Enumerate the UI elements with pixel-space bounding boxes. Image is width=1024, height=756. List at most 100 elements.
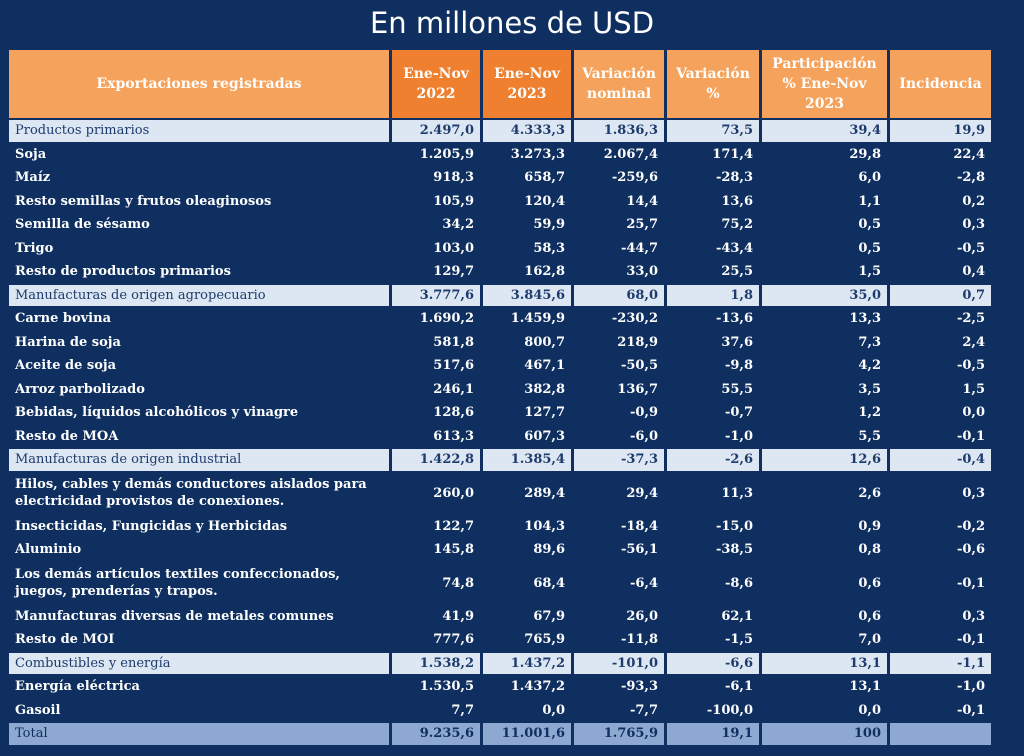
row-value: -6,0 — [629, 428, 658, 444]
row-value: 35,0 — [762, 284, 887, 306]
row-value: -6,4 — [629, 575, 658, 591]
row-value: -0,5 — [956, 358, 985, 374]
row-value: 1,2 — [858, 405, 881, 421]
row-value: -38,5 — [715, 542, 753, 558]
row-value: 14,4 — [626, 193, 658, 209]
row-value: 1,1 — [858, 193, 881, 209]
row-value: 7,0 — [858, 632, 881, 648]
row-value: -230,2 — [611, 311, 658, 327]
row-value: -100,0 — [706, 702, 753, 718]
row-value: 2,6 — [858, 485, 881, 501]
row-value: 127,7 — [524, 405, 565, 421]
row-value: -1,1 — [890, 652, 991, 674]
category-row: Manufacturas de origen industrial 1.422,8… — [9, 449, 991, 471]
row-value: 1,8 — [667, 284, 759, 306]
header-participacion: Participación % Ene-Nov 2023 — [762, 50, 887, 118]
row-value: 73,5 — [667, 120, 759, 142]
row-value: 100 — [762, 723, 887, 745]
row-value: 1.836,3 — [574, 120, 664, 142]
row-value: -37,3 — [574, 449, 664, 471]
row-value: -0,9 — [629, 405, 658, 421]
row-value: 4,2 — [858, 358, 881, 374]
row-value: -50,5 — [620, 358, 658, 374]
row-value: 260,0 — [433, 485, 474, 501]
table-row: Hilos, cables y demás conductores aislad… — [9, 473, 991, 514]
row-value: 145,8 — [433, 542, 474, 558]
category-row: Manufacturas de origen agropecuario 3.777… — [9, 284, 991, 306]
row-label: Harina de soja — [15, 334, 121, 350]
row-value: 11,3 — [721, 485, 753, 501]
row-value: 0,8 — [858, 542, 881, 558]
row-value: -0,1 — [956, 702, 985, 718]
row-value: 19,9 — [890, 120, 991, 142]
header-2022: Ene-Nov 2022 — [392, 50, 480, 118]
table-row: Los demás artículos textiles confecciona… — [9, 563, 991, 604]
row-value: 7,3 — [858, 334, 881, 350]
row-label: Aluminio — [15, 542, 82, 558]
row-label: Manufacturas diversas de metales comunes — [15, 608, 334, 624]
row-value: -28,3 — [715, 170, 753, 186]
row-value: 19,1 — [667, 723, 759, 745]
header-incidencia: Incidencia — [890, 50, 991, 118]
table-row: Aceite de soja 517,6 467,1 -50,5 -9,8 4,2 -0,5 — [9, 355, 991, 377]
row-value: 41,9 — [442, 608, 474, 624]
row-value: 3.273,3 — [510, 146, 565, 162]
table-row: Arroz parbolizado 246,1 382,8 136,7 55,5 3,5 1… — [9, 379, 991, 401]
row-label: Aceite de soja — [15, 358, 117, 374]
row-value: 1.437,2 — [510, 679, 565, 695]
table-row: Soja 1.205,9 3.273,3 2.067,4 171,4 29,8 22,4 — [9, 144, 991, 166]
row-value — [890, 723, 991, 745]
header-2023: Ene-Nov 2023 — [483, 50, 571, 118]
row-value: -2,8 — [956, 170, 985, 186]
row-label: Hilos, cables y demás conductores aislad… — [15, 477, 367, 509]
row-value: 59,9 — [533, 217, 565, 233]
row-value: -44,7 — [620, 240, 658, 256]
row-value: 13,1 — [849, 679, 881, 695]
row-value: 58,3 — [533, 240, 565, 256]
row-value: 382,8 — [524, 381, 565, 397]
row-value: -101,0 — [574, 652, 664, 674]
row-value: 1.459,9 — [510, 311, 565, 327]
header-row: Exportaciones registradas Ene-Nov 2022 E… — [9, 50, 991, 118]
row-value: 777,6 — [433, 632, 474, 648]
row-value: -6,1 — [724, 679, 753, 695]
row-label: Resto semillas y frutos oleaginosos — [15, 193, 272, 209]
table-row: Carne bovina 1.690,2 1.459,9 -230,2 -13,6 13,… — [9, 308, 991, 330]
row-value: 29,4 — [626, 485, 658, 501]
row-label: Resto de MOI — [15, 632, 115, 648]
row-value: 120,4 — [524, 193, 565, 209]
table-row: Resto de MOI 777,6 765,9 -11,8 -1,5 7,0 -0,1 — [9, 629, 991, 651]
header-variacion-pct: Variación % — [667, 50, 759, 118]
row-value: 0,0 — [858, 702, 881, 718]
row-value: 136,7 — [617, 381, 658, 397]
row-value: 5,5 — [858, 428, 881, 444]
row-label: Los demás artículos textiles confecciona… — [15, 567, 340, 599]
row-value: -0,4 — [890, 449, 991, 471]
category-row: Productos primarios 2.497,0 4.333,3 1.836,3… — [9, 120, 991, 142]
row-value: -11,8 — [620, 632, 658, 648]
table-row: Manufacturas diversas de metales comunes… — [9, 606, 991, 628]
row-value: 1.538,2 — [392, 652, 480, 674]
row-value: -0,1 — [956, 632, 985, 648]
row-value: 75,2 — [721, 217, 753, 233]
row-value: 1.205,9 — [419, 146, 474, 162]
row-value: 26,0 — [626, 608, 658, 624]
row-value: 0,4 — [962, 264, 985, 280]
exports-table: Exportaciones registradas Ene-Nov 2022 E… — [6, 48, 994, 747]
row-value: 11.001,6 — [483, 723, 571, 745]
row-label: Combustibles y energía — [9, 652, 389, 674]
row-value: 122,7 — [433, 518, 474, 534]
row-label: Carne bovina — [15, 311, 111, 327]
row-value: 2.067,4 — [603, 146, 658, 162]
row-label: Energía eléctrica — [15, 679, 140, 695]
page-title: En millones de USD — [369, 6, 655, 40]
row-value: 0,0 — [542, 702, 565, 718]
row-value: 467,1 — [524, 358, 565, 374]
row-value: 25,5 — [721, 264, 753, 280]
row-value: 29,8 — [849, 146, 881, 162]
row-value: 33,0 — [626, 264, 658, 280]
row-value: -259,6 — [611, 170, 658, 186]
header-category: Exportaciones registradas — [9, 50, 389, 118]
row-value: -8,6 — [724, 575, 753, 591]
row-value: 2,4 — [962, 334, 985, 350]
